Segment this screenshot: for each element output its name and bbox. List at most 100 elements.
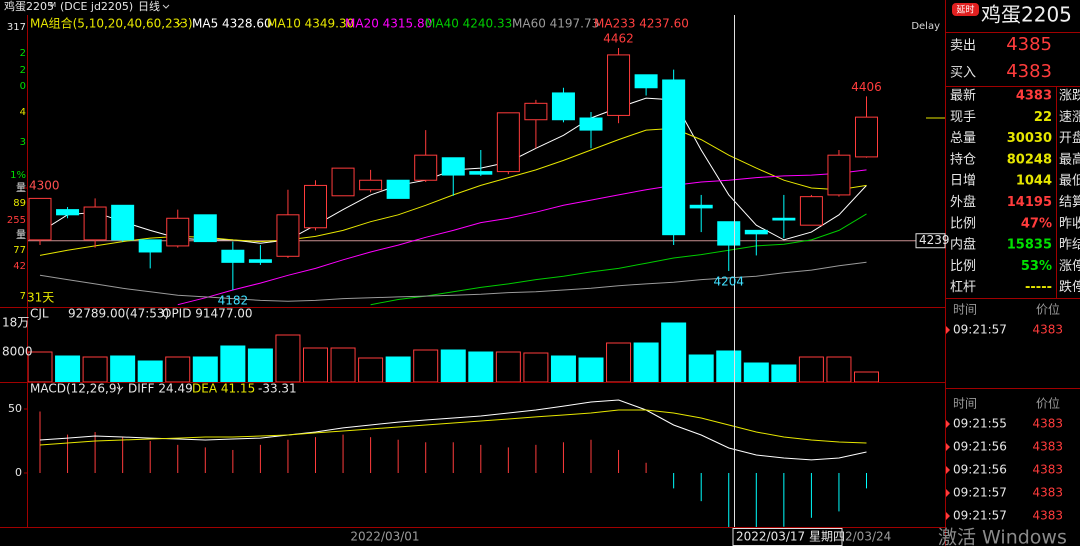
volume-bar [110, 355, 136, 382]
watermark: 激活 Windows [938, 527, 1067, 546]
pane [28, 48, 916, 306]
extreme-label: 4406 [851, 80, 882, 94]
date-label: 2022/03/01 [350, 530, 419, 544]
dropdown-icon[interactable] [162, 4, 170, 9]
candle-body [524, 102, 548, 121]
quote-value: 80248 [1007, 152, 1052, 167]
volume-bar [413, 349, 439, 382]
quote-value: 15835 [1007, 238, 1052, 253]
badge-text: 延时 [956, 4, 974, 16]
y-tick-label: 50 [8, 402, 22, 415]
tick-price: 4383 [1032, 463, 1063, 477]
candle-body [248, 259, 272, 263]
quote-label: 持仓 [950, 152, 976, 167]
pane [28, 322, 879, 382]
quote-side-label: 结算 [1059, 195, 1080, 210]
buy-label: 买入 [950, 66, 976, 81]
symbol-name: 鸡蛋2205 [4, 0, 54, 13]
table-header: 价位 [1036, 396, 1060, 411]
volume-bar [330, 347, 356, 382]
ma-line [370, 213, 867, 306]
quote-side-label: 涨跌 [1059, 88, 1080, 104]
quote-label: 比例 [950, 216, 976, 231]
row-pointer [946, 466, 950, 474]
candle-body [386, 179, 410, 199]
candle-body [276, 214, 300, 257]
candle-body [689, 204, 713, 209]
quote-value: 1044 [1016, 174, 1052, 189]
volume-bar [523, 352, 549, 382]
dropdown-icon[interactable] [175, 21, 183, 26]
dropdown-icon[interactable] [116, 386, 124, 391]
quote-value: 22 [1034, 110, 1052, 125]
side-label: 255 [7, 215, 26, 226]
extreme-label: 4204 [713, 274, 744, 288]
volume-axis-label: 8000 [2, 345, 33, 359]
side-label: 0 [20, 81, 26, 92]
volume-bar [28, 351, 53, 382]
opi-text: OPID 91477.00 [162, 307, 253, 321]
dea-text: DEA 41.15 [192, 382, 255, 396]
candle-body [827, 154, 851, 196]
candle-body [83, 206, 107, 241]
quote-value: 30030 [1007, 131, 1052, 146]
candle-body [304, 184, 327, 229]
candle-body [634, 74, 658, 89]
candle-body [607, 54, 631, 116]
side-label: 7 [20, 291, 26, 302]
tick-time: 09:21:57 [953, 323, 1007, 337]
diff-line [39, 399, 867, 461]
dea-line [39, 409, 867, 446]
quote-side-label: 开盘 [1059, 130, 1080, 146]
side-label: 1% [10, 170, 26, 181]
date-label: 2022/03/17 星期四 [736, 530, 845, 544]
date-label: 2/03/24 [845, 530, 891, 544]
tick-price: 4383 [1032, 323, 1063, 337]
row-pointer [946, 420, 950, 428]
candle-body [579, 117, 603, 131]
volume-bar [826, 356, 852, 382]
period[interactable]: 日线 [138, 0, 160, 13]
ma-line [177, 169, 867, 306]
volume-bar [137, 360, 163, 382]
side-label: 42 [13, 261, 26, 272]
candle-body [469, 171, 493, 175]
price-marker-box [915, 233, 946, 249]
table-header: 时间 [953, 303, 977, 317]
quote-label: 现手 [950, 110, 976, 125]
side-label: 77 [13, 245, 26, 256]
side-label: 3 [20, 137, 26, 148]
candle-body [414, 154, 438, 181]
ma-line [39, 261, 867, 302]
badge [952, 3, 979, 16]
extreme-label: 4182 [218, 294, 249, 308]
ma-legend-item: MA5 4328.60 [192, 17, 272, 31]
candle-body [331, 167, 355, 197]
volume-bar [633, 342, 659, 382]
volume-bar [275, 334, 301, 382]
side-label: 4 [20, 107, 26, 118]
macd-title: MACD(12,26,9) [30, 382, 121, 396]
candle-body [56, 209, 80, 216]
symbol-superscript: M [50, 1, 56, 9]
ma-legend-title[interactable]: MA组合(5,10,20,40,60,233) [30, 16, 193, 31]
pane [39, 399, 867, 527]
y-tick-label: 0 [15, 466, 22, 479]
tick-price: 4383 [1032, 417, 1063, 431]
volume-bar [468, 351, 494, 382]
ma-legend-item: MA20 4315.80 [345, 17, 432, 31]
table-header: 价位 [1036, 302, 1060, 317]
volume-bar [688, 354, 714, 382]
quote-value: ----- [1025, 280, 1052, 295]
side-label: 2 [20, 65, 26, 76]
tick-price: 4383 [1032, 486, 1063, 500]
candle-body [717, 221, 741, 246]
side-label: 89 [13, 198, 26, 209]
row-pointer [946, 512, 950, 520]
volume-bar [247, 348, 273, 382]
tick-time: 09:21:57 [953, 509, 1007, 523]
candle-body [359, 179, 383, 191]
